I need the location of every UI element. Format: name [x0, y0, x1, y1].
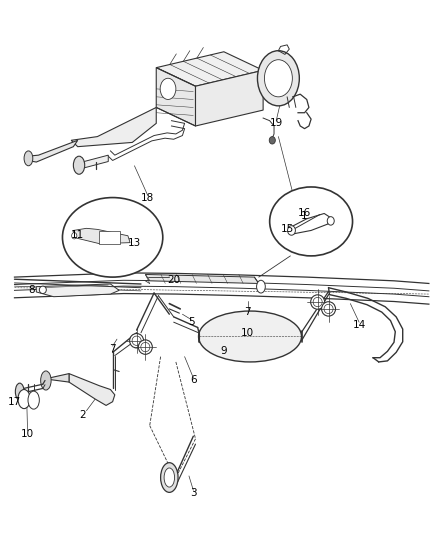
Polygon shape [78, 155, 108, 168]
Ellipse shape [160, 78, 176, 100]
Ellipse shape [39, 286, 46, 294]
Ellipse shape [141, 342, 149, 352]
Polygon shape [195, 70, 262, 126]
Text: 7: 7 [244, 306, 251, 317]
Ellipse shape [62, 198, 162, 277]
Ellipse shape [24, 151, 33, 166]
Ellipse shape [198, 311, 301, 362]
Text: 1: 1 [300, 211, 307, 221]
Text: 9: 9 [220, 346, 226, 357]
Text: 11: 11 [71, 230, 84, 240]
Ellipse shape [321, 302, 335, 316]
Text: 7: 7 [109, 344, 116, 354]
Polygon shape [145, 274, 258, 284]
Ellipse shape [73, 156, 85, 174]
Ellipse shape [287, 225, 295, 235]
Polygon shape [36, 284, 119, 297]
Ellipse shape [264, 60, 292, 97]
Ellipse shape [18, 390, 30, 409]
Text: 5: 5 [187, 317, 194, 327]
Polygon shape [71, 108, 156, 147]
Text: 8: 8 [28, 285, 35, 295]
Ellipse shape [256, 280, 265, 293]
Ellipse shape [41, 371, 51, 390]
Text: 3: 3 [190, 488, 196, 498]
Ellipse shape [132, 336, 141, 345]
Text: 17: 17 [8, 397, 21, 407]
Ellipse shape [138, 340, 152, 354]
Ellipse shape [269, 187, 352, 256]
FancyBboxPatch shape [99, 231, 120, 244]
Ellipse shape [28, 391, 39, 409]
Polygon shape [73, 228, 130, 244]
Ellipse shape [312, 297, 321, 306]
Text: 14: 14 [352, 320, 365, 330]
Text: 13: 13 [127, 238, 141, 248]
Ellipse shape [268, 136, 275, 144]
Ellipse shape [160, 463, 178, 492]
Polygon shape [28, 140, 78, 162]
Text: 16: 16 [297, 208, 311, 219]
Text: 2: 2 [78, 410, 85, 420]
Text: 18: 18 [141, 192, 154, 203]
Ellipse shape [71, 232, 77, 239]
Text: 6: 6 [190, 375, 196, 385]
Ellipse shape [257, 51, 299, 106]
Text: 20: 20 [167, 274, 180, 285]
Text: 10: 10 [241, 328, 254, 338]
Polygon shape [156, 52, 262, 86]
Text: 19: 19 [269, 118, 282, 128]
Ellipse shape [326, 216, 333, 225]
Ellipse shape [323, 304, 332, 313]
Polygon shape [45, 374, 69, 382]
Ellipse shape [129, 334, 143, 348]
Text: 10: 10 [21, 429, 34, 439]
Polygon shape [69, 374, 115, 406]
Ellipse shape [164, 468, 174, 487]
Text: 15: 15 [280, 224, 293, 235]
Ellipse shape [310, 295, 324, 309]
Polygon shape [156, 68, 195, 126]
Ellipse shape [15, 383, 24, 400]
